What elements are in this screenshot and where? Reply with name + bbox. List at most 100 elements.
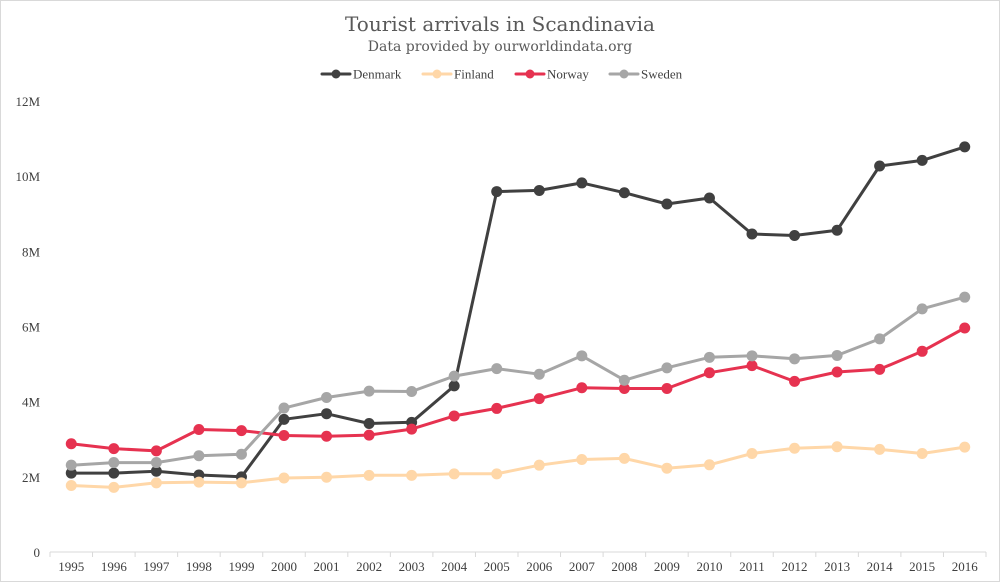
legend: Denmark Finland Norway Sweden — [320, 67, 683, 82]
data-point-finland — [959, 441, 971, 453]
legend-swatch-marker — [432, 69, 442, 79]
data-point-sweden — [65, 459, 77, 471]
series-finland — [65, 441, 971, 493]
data-point-sweden — [618, 374, 630, 386]
data-point-finland — [491, 468, 503, 480]
x-tick-label: 2014 — [867, 559, 894, 574]
x-tick-label: 2008 — [611, 559, 637, 574]
data-point-sweden — [703, 351, 715, 363]
legend-swatch-marker — [331, 69, 341, 79]
x-tick-label: 1996 — [101, 559, 128, 574]
x-tick-label: 1999 — [228, 559, 254, 574]
data-point-sweden — [448, 370, 460, 382]
data-point-norway — [959, 322, 971, 334]
data-point-norway — [916, 345, 928, 357]
data-point-finland — [150, 477, 162, 489]
data-point-denmark — [703, 192, 715, 204]
y-tick-label: 12M — [15, 94, 40, 109]
x-tick-label: 2013 — [824, 559, 850, 574]
legend-swatch-marker — [525, 69, 535, 79]
data-point-sweden — [874, 333, 886, 345]
data-point-denmark — [576, 177, 588, 189]
x-tick-label: 2004 — [441, 559, 468, 574]
data-point-norway — [193, 423, 205, 435]
data-point-finland — [108, 481, 120, 493]
data-point-denmark — [789, 230, 801, 242]
x-tick-label: 2009 — [654, 559, 680, 574]
data-point-sweden — [533, 368, 545, 380]
x-tick-label: 2000 — [271, 559, 297, 574]
data-point-denmark — [150, 465, 162, 477]
legend-swatch-marker — [619, 69, 629, 79]
series-line-sweden — [69, 295, 967, 467]
data-point-denmark — [448, 380, 460, 392]
data-point-norway — [491, 402, 503, 414]
data-point-finland — [874, 443, 886, 455]
data-point-denmark — [959, 141, 971, 153]
data-point-finland — [321, 471, 333, 483]
data-point-finland — [65, 479, 77, 491]
data-point-finland — [533, 459, 545, 471]
x-tick-label: 1998 — [186, 559, 212, 574]
data-point-norway — [746, 360, 758, 372]
data-point-norway — [235, 425, 247, 437]
data-point-denmark — [533, 184, 545, 196]
x-tick-label: 2016 — [952, 559, 979, 574]
data-point-finland — [703, 459, 715, 471]
y-tick-label: 8M — [22, 244, 41, 259]
data-point-finland — [789, 442, 801, 454]
data-point-finland — [235, 477, 247, 489]
y-tick-label: 6M — [22, 320, 41, 335]
data-point-norway — [278, 429, 290, 441]
legend-item-norway: Norway — [514, 67, 589, 82]
legend-label: Denmark — [353, 67, 402, 82]
data-point-norway — [703, 367, 715, 379]
y-tick-label: 0 — [34, 545, 41, 560]
data-point-finland — [661, 462, 673, 474]
data-point-norway — [65, 438, 77, 450]
plot-area — [65, 141, 971, 493]
data-point-norway — [789, 375, 801, 387]
data-point-finland — [406, 469, 418, 481]
data-point-sweden — [746, 350, 758, 362]
data-point-denmark — [321, 408, 333, 420]
data-point-denmark — [363, 417, 375, 429]
x-tick-label: 2007 — [569, 559, 596, 574]
data-point-denmark — [874, 160, 886, 172]
x-tick-label: 2015 — [909, 559, 935, 574]
y-axis: 0 2M 4M 6M 8M 10M 12M — [15, 94, 40, 560]
data-point-sweden — [789, 353, 801, 365]
data-point-denmark — [491, 186, 503, 198]
series-line-norway — [69, 326, 967, 453]
data-point-sweden — [576, 350, 588, 362]
x-tick-label: 2011 — [739, 559, 765, 574]
data-point-finland — [363, 469, 375, 481]
data-point-denmark — [831, 224, 843, 236]
data-point-sweden — [406, 386, 418, 398]
x-tick-label: 2010 — [696, 559, 722, 574]
series-line-denmark — [69, 145, 967, 479]
legend-label: Finland — [454, 67, 494, 82]
data-point-norway — [874, 363, 886, 375]
y-tick-label: 2M — [22, 470, 41, 485]
data-point-norway — [406, 423, 418, 435]
legend-item-sweden: Sweden — [608, 67, 683, 82]
data-point-sweden — [108, 457, 120, 469]
data-point-finland — [448, 468, 460, 480]
x-tick-label: 2005 — [484, 559, 510, 574]
data-point-finland — [831, 441, 843, 453]
chart-title: Tourist arrivals in Scandinavia — [345, 12, 655, 36]
legend-item-finland: Finland — [421, 67, 494, 82]
y-tick-label: 4M — [22, 395, 41, 410]
data-point-finland — [193, 476, 205, 488]
data-point-denmark — [65, 467, 77, 479]
data-point-sweden — [661, 362, 673, 374]
data-point-sweden — [193, 450, 205, 462]
data-point-finland — [916, 448, 928, 460]
legend-label: Sweden — [641, 67, 683, 82]
data-point-denmark — [278, 413, 290, 425]
legend-label: Norway — [547, 67, 589, 82]
data-point-norway — [618, 383, 630, 395]
data-point-sweden — [491, 363, 503, 375]
